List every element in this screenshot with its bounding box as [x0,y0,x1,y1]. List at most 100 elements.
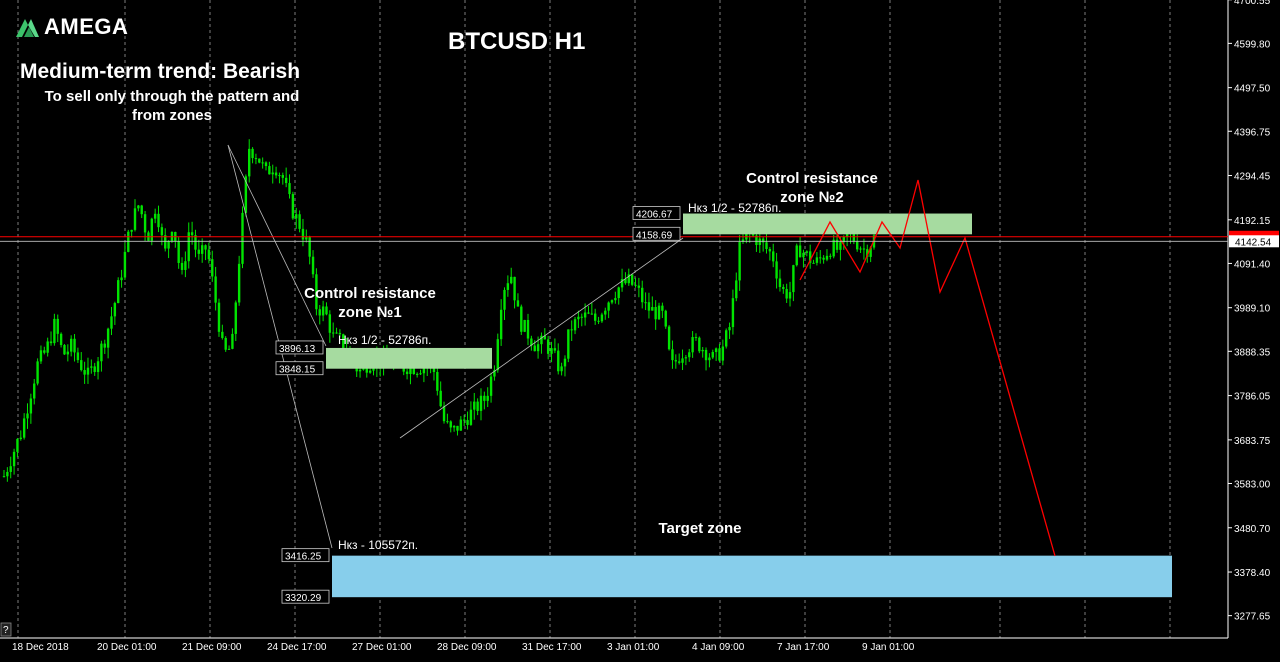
zone-price-box [632,206,681,220]
candle-body [543,335,547,340]
candle-body [261,162,264,164]
candle-body [560,366,563,372]
candle-body [59,333,63,346]
candle-body [452,425,456,428]
help-icon-glyph: ? [3,625,9,636]
zone-price-box [632,226,681,241]
candle-body [204,245,207,250]
candle-body [590,313,594,315]
candle-body [106,328,110,348]
zone-rect [683,213,972,235]
x-tick-label: 3 Jan 01:00 [607,642,660,653]
candle-body [184,261,187,270]
candle-body [725,330,728,347]
zone-price-label: 3320.29 [285,593,322,604]
candle-body [745,231,748,240]
candle-body [254,158,258,160]
y-tick-label: 3583.00 [1234,479,1271,490]
candle-body [301,228,305,240]
candle-body [513,276,516,301]
x-tick-label: 4 Jan 09:00 [692,642,745,653]
amega-logo: AMEGA [14,14,128,40]
candle-body [19,437,22,439]
candle-body [674,360,678,362]
candle-body [506,283,510,290]
candle-body [295,214,298,219]
candle-body [415,373,419,375]
candle-body [268,166,271,175]
candle-body [667,326,671,350]
candle-body [459,419,463,431]
candle-body [224,337,227,350]
candle-body [241,212,244,264]
candle-body [731,298,735,328]
grid [17,0,1171,638]
candle-body [785,289,788,299]
candle-body [761,238,765,243]
y-tick-label: 4091.40 [1234,259,1271,270]
y-tick-label: 3989.10 [1234,304,1271,315]
candle-body [842,236,845,243]
candle-body [600,314,604,322]
candle-body [321,306,325,316]
candle-body [69,338,73,352]
zone1-label-line1: Control resistance [304,285,436,302]
candle-body [523,319,526,332]
candle-body [691,337,694,353]
candle-body [335,332,338,334]
candle-body [792,265,795,293]
candle-body [328,314,332,333]
candle-body [778,278,782,287]
candle-body [43,350,46,353]
candle-body [200,245,204,254]
zone-rect [326,347,492,369]
candle-body [721,346,725,361]
candle-body [442,406,446,422]
candle-body [641,287,644,303]
candle-body [436,372,439,391]
candle-body [570,329,573,331]
candle-body [291,194,295,219]
candle-body [869,247,872,257]
zone-price-label: 3848.15 [279,365,316,376]
current-price-text: 4142.54 [1235,237,1272,248]
projection [799,179,1056,557]
zone-price-label: 4158.69 [636,230,673,241]
y-tick-label: 3888.35 [1234,347,1271,358]
candle-body [845,233,849,237]
candle-body [755,235,758,245]
candle-body [607,302,610,311]
candle-body [56,318,59,334]
candle-body [284,177,288,184]
candle-body [775,261,778,279]
candle-body [93,366,96,373]
candle-body [839,242,842,250]
candle-body [318,309,321,316]
candle-body [577,316,580,320]
candle-body [338,332,342,335]
target-zone-label: Target zone [658,520,742,537]
candle-body [6,471,9,477]
trendline-rise [399,237,684,439]
candle-body [439,390,442,407]
candle-body [49,341,53,344]
candle-body [298,214,301,229]
candle-body [788,292,792,299]
candle-body [153,213,157,219]
candles [2,139,876,482]
candle-body [456,425,459,431]
candle-body [536,344,540,352]
candle-body [758,238,761,245]
candle-body [614,298,617,301]
candle-body [664,310,667,327]
trend-note-line1: To sell only through the pattern and [44,88,300,105]
candle-body [503,289,506,310]
candle-body [647,302,651,311]
candle-body [738,241,741,281]
candle-body [661,305,664,311]
zone-price-tags: 3896.13 3848.15 4206.67 4158.69 3416.25 3320.… [275,206,681,604]
candle-body [610,300,614,303]
candle-body [127,231,130,252]
candle-body [493,370,496,377]
x-tick-label: 18 Dec 2018 [12,642,69,653]
